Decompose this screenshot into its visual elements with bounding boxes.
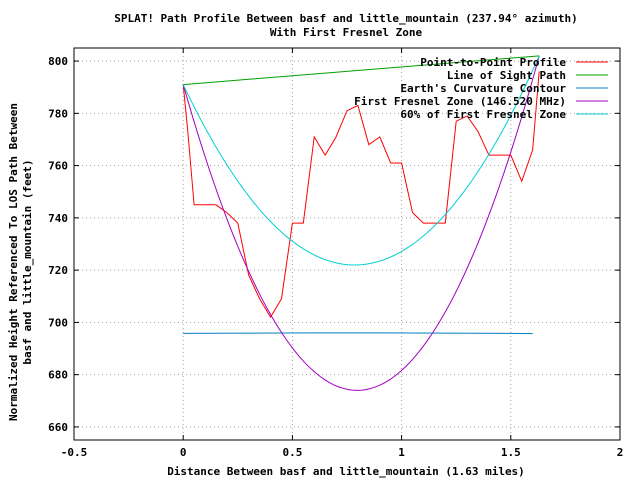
x-tick-label: 1 xyxy=(398,446,405,459)
y-tick-label: 700 xyxy=(48,316,68,329)
y-tick-label: 660 xyxy=(48,421,68,434)
line-of-sight-line xyxy=(183,55,540,86)
y-tick-label: 780 xyxy=(48,107,68,120)
y-tick-label: 680 xyxy=(48,369,68,382)
x-tick-label: 0.5 xyxy=(282,446,302,459)
legend-label: Point-to-Point Profile xyxy=(420,56,566,69)
legend-label: First Fresnel Zone (146.520 MHz) xyxy=(354,95,566,108)
chart-title: SPLAT! Path Profile Between basf and lit… xyxy=(114,12,578,25)
y-axis-label-line2: basf and little_mountain (feet) xyxy=(21,159,34,364)
x-tick-label: 0 xyxy=(180,446,187,459)
x-axis-label: Distance Between basf and little_mountai… xyxy=(167,465,525,478)
plot-frame xyxy=(73,47,621,441)
legend-label: Earth's Curvature Contour xyxy=(400,82,566,95)
x-tick-label: -0.5 xyxy=(61,446,88,459)
series-layer xyxy=(182,55,540,391)
profile-line xyxy=(182,71,540,319)
earth-curvature-line xyxy=(183,332,533,335)
chart-subtitle: With First Fresnel Zone xyxy=(270,26,423,39)
y-tick-label: 720 xyxy=(48,264,68,277)
y-axis-label-line1: Normalized Height Referenced To LOS Path… xyxy=(7,103,20,421)
fresnel-60-line xyxy=(182,55,540,266)
legend-label: Line of Sight Path xyxy=(447,69,566,82)
y-tick-label: 740 xyxy=(48,212,68,225)
y-tick-label: 760 xyxy=(48,160,68,173)
fresnel-zone-line xyxy=(182,55,540,391)
y-tick-label: 800 xyxy=(48,55,68,68)
legend-label: 60% of First Fresnel Zone xyxy=(400,108,566,121)
grid xyxy=(74,48,620,440)
axis-ticks: -0.5 0 0.5 1 1.5 2 660 680 700 720 740 760 780 800 xyxy=(48,48,623,459)
x-tick-label: 2 xyxy=(617,446,624,459)
x-tick-label: 1.5 xyxy=(501,446,521,459)
